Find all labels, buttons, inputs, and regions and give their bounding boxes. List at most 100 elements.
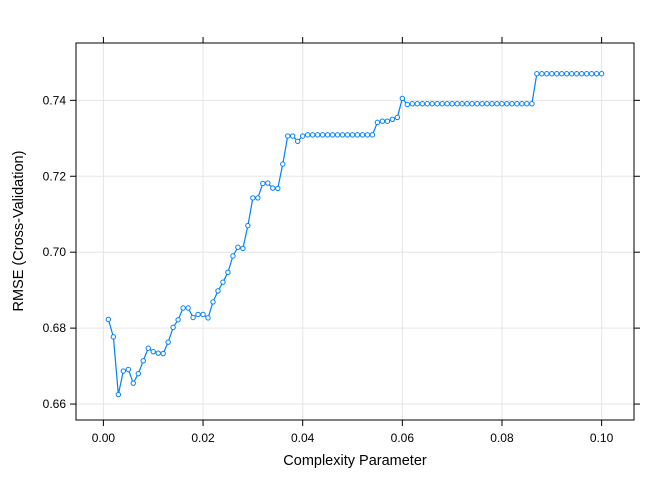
plot-frame (75, 42, 635, 421)
data-point (150, 348, 156, 355)
data-point (569, 71, 575, 77)
data-point (334, 132, 341, 138)
data-point (464, 101, 470, 107)
data-point (230, 253, 236, 259)
data-point (559, 71, 565, 77)
data-point (275, 185, 281, 192)
data-point (529, 101, 535, 107)
data-point (240, 245, 246, 252)
data-point (319, 132, 326, 138)
data-point (250, 195, 256, 201)
data-point (285, 133, 291, 139)
data-point (588, 71, 595, 77)
data-point (220, 279, 226, 285)
data-point (399, 95, 406, 102)
data-point (324, 132, 331, 138)
data-point (260, 180, 266, 187)
data-point (479, 101, 485, 107)
data-point (593, 71, 600, 77)
data-point (349, 132, 356, 138)
data-point (474, 101, 480, 107)
axis-ticks: 0.00 0.02 0.04 0.06 0.08 0.10 0.66 0.68 0.70 0.72… (43, 37, 640, 445)
data-point (554, 71, 560, 77)
y-tick-label: 0.66 (43, 397, 67, 411)
data-point (564, 71, 570, 77)
data-point (374, 119, 381, 126)
data-point (309, 132, 316, 138)
data-point (195, 311, 201, 318)
data-point (299, 133, 306, 139)
data-point (205, 315, 211, 321)
series-line (107, 73, 602, 395)
data-point (160, 350, 166, 357)
data-point (170, 324, 176, 331)
data-point (280, 161, 286, 167)
data-point (295, 138, 301, 145)
data-point (105, 316, 112, 323)
data-point (414, 101, 420, 107)
data-point (583, 71, 590, 77)
data-point (245, 222, 251, 229)
data-point (185, 305, 191, 311)
data-point (484, 101, 490, 107)
data-point (225, 269, 231, 276)
data-point (235, 244, 241, 250)
data-point (434, 101, 440, 107)
x-tick-label: 0.08 (490, 431, 514, 445)
data-point (354, 132, 361, 138)
data-point (135, 370, 141, 377)
data-point (215, 288, 221, 294)
data-point (110, 334, 117, 340)
data-point (419, 101, 425, 107)
data-point (578, 71, 585, 77)
data-point (145, 345, 151, 351)
x-tick-label: 0.10 (590, 431, 614, 445)
series-rmse (105, 71, 605, 398)
data-point (454, 101, 460, 107)
data-point (364, 132, 371, 138)
data-point (369, 132, 376, 138)
data-point (514, 101, 520, 107)
data-point (155, 350, 161, 356)
data-point (200, 311, 206, 318)
data-point (409, 101, 415, 107)
data-point (439, 101, 445, 107)
data-point (429, 101, 435, 107)
data-point (379, 118, 386, 124)
data-point (384, 118, 391, 124)
y-tick-label: 0.68 (43, 321, 67, 335)
data-point (449, 101, 455, 107)
data-point (270, 185, 276, 191)
data-point (339, 132, 346, 138)
data-point (255, 195, 261, 201)
x-tick-label: 0.00 (92, 431, 116, 445)
data-point (459, 101, 465, 107)
data-point (389, 116, 396, 123)
y-tick-label: 0.70 (43, 245, 67, 259)
data-point (125, 366, 132, 373)
data-point (265, 180, 271, 186)
data-point (175, 317, 181, 323)
data-point (424, 101, 430, 107)
data-point (494, 101, 500, 107)
data-point (329, 132, 336, 138)
data-point (130, 380, 136, 386)
data-point (598, 71, 605, 77)
data-point (115, 391, 122, 398)
data-point (359, 132, 366, 138)
data-point (574, 71, 580, 77)
x-tick-label: 0.02 (191, 431, 215, 445)
data-point (509, 101, 515, 107)
data-point (190, 314, 196, 321)
data-point (519, 101, 525, 107)
data-point (549, 71, 555, 77)
data-point (534, 71, 540, 77)
data-point (180, 305, 186, 311)
data-point (344, 132, 351, 138)
data-point (165, 339, 171, 345)
y-tick-label: 0.72 (43, 169, 67, 183)
data-point (404, 101, 411, 108)
y-tick-label: 0.74 (43, 93, 67, 107)
gridlines (76, 43, 634, 420)
